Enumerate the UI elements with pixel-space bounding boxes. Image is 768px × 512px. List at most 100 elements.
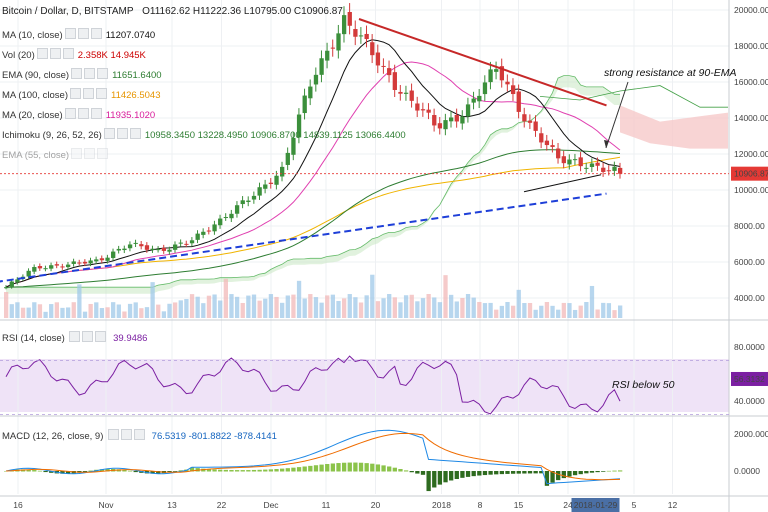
- macd-histogram-bar: [127, 470, 133, 472]
- symbol-title[interactable]: Bitcoin / Dollar, D, BITSTAMP: [2, 6, 134, 17]
- macd-legend-values: 76.5319 -801.8822 -878.4141: [151, 431, 277, 442]
- eye-icon[interactable]: [36, 48, 48, 59]
- indicator-legend-1[interactable]: Vol (20) 2.358K 14.945K: [2, 48, 146, 62]
- wedge-support-line: [523, 174, 602, 193]
- macd-histogram-bar: [234, 470, 240, 472]
- close-icon[interactable]: [62, 48, 74, 59]
- close-icon[interactable]: [96, 88, 107, 99]
- candle-body: [54, 264, 59, 266]
- eye-icon[interactable]: [108, 429, 120, 440]
- candle-body: [364, 33, 369, 40]
- candle-body: [375, 52, 381, 66]
- settings-icon[interactable]: [82, 331, 94, 342]
- eye-icon[interactable]: [71, 68, 83, 79]
- volume-bar: [578, 305, 583, 318]
- eye-icon[interactable]: [103, 128, 115, 139]
- volume-bar: [280, 302, 285, 318]
- candle-body: [556, 148, 561, 159]
- rsi-legend-value: 39.9486: [113, 333, 148, 344]
- macd-histogram-bar: [522, 471, 527, 474]
- volume-bar: [392, 297, 397, 318]
- macd-histogram-bar: [206, 469, 212, 472]
- settings-icon[interactable]: [49, 48, 61, 59]
- settings-icon[interactable]: [77, 108, 89, 119]
- volume-bar: [195, 296, 200, 318]
- indicator-name: Ichimoku (9, 26, 52, 26): [2, 130, 102, 141]
- close-icon[interactable]: [95, 331, 107, 342]
- eye-icon[interactable]: [69, 331, 81, 342]
- volume-bar: [341, 298, 347, 318]
- rsi-last-label: 56.3132: [734, 374, 765, 384]
- volume-bar: [398, 302, 403, 318]
- macd-legend-name: MACD (12, 26, close, 9): [2, 431, 104, 442]
- time-tick-label: 5: [632, 500, 637, 510]
- settings-icon[interactable]: [116, 128, 128, 139]
- price-tick-label: 4000.00: [734, 293, 765, 303]
- settings-icon[interactable]: [84, 68, 96, 79]
- macd-histogram-bar: [567, 471, 572, 477]
- rsi-band: [0, 359, 729, 412]
- candle-body: [122, 248, 127, 251]
- macd-histogram-bar: [420, 471, 426, 475]
- macd-legend[interactable]: MACD (12, 26, close, 9) 76.5319 -801.882…: [2, 429, 277, 443]
- volume-bar: [510, 305, 516, 318]
- candle-body: [251, 195, 257, 200]
- macd-histogram-bar: [313, 465, 319, 472]
- close-icon[interactable]: [97, 148, 109, 159]
- ma-10-line: [5, 39, 621, 288]
- macd-histogram-bar: [415, 471, 420, 474]
- macd-histogram-bar: [105, 468, 110, 472]
- indicator-legend-4[interactable]: MA (20, close) 11935.1020: [2, 108, 155, 122]
- candle-body: [561, 156, 566, 164]
- eye-icon[interactable]: [71, 148, 83, 159]
- settings-icon[interactable]: [84, 148, 96, 159]
- close-icon[interactable]: [90, 108, 102, 119]
- candle-body: [370, 42, 375, 56]
- volume-bar: [375, 301, 381, 318]
- volume-bar: [415, 301, 420, 318]
- volume-bar: [437, 302, 443, 318]
- volume-bar: [505, 302, 510, 318]
- candle-body: [510, 85, 516, 95]
- volume-bar: [370, 274, 375, 318]
- candle-body: [572, 159, 578, 161]
- close-icon[interactable]: [97, 68, 109, 79]
- candle-body: [420, 109, 426, 111]
- indicator-legend-5[interactable]: Ichimoku (9, 26, 52, 26) 10958.3450 13228…: [2, 128, 406, 142]
- time-tick-label: 16: [13, 500, 23, 510]
- indicator-legend-3[interactable]: MA (100, close) 11426.5043: [2, 88, 161, 102]
- indicator-legend-6[interactable]: EMA (55, close): [2, 148, 112, 162]
- macd-histogram-bar: [82, 471, 88, 472]
- volume-bar: [432, 297, 437, 318]
- macd-histogram-bar: [578, 471, 583, 475]
- settings-icon[interactable]: [83, 88, 94, 99]
- macd-histogram-bar: [347, 462, 352, 472]
- time-cursor-label: 2018-01-29: [574, 500, 618, 510]
- eye-icon[interactable]: [64, 108, 76, 119]
- close-icon[interactable]: [129, 128, 141, 139]
- settings-icon[interactable]: [77, 28, 89, 39]
- macd-histogram-bar: [65, 471, 71, 474]
- macd-histogram-bar: [494, 471, 499, 475]
- eye-icon[interactable]: [70, 88, 81, 99]
- eye-icon[interactable]: [64, 28, 76, 39]
- candle-body: [268, 182, 274, 184]
- close-icon[interactable]: [90, 28, 102, 39]
- candle-body: [178, 242, 183, 244]
- volume-bar: [218, 300, 223, 318]
- volume-bar: [161, 311, 167, 318]
- candle-body: [403, 92, 409, 94]
- rsi-legend[interactable]: RSI (14, close) 39.9486: [2, 331, 147, 345]
- indicator-legend-0[interactable]: MA (10, close) 11207.0740: [2, 28, 155, 42]
- candle-body: [460, 116, 465, 124]
- settings-icon[interactable]: [121, 429, 133, 440]
- close-icon[interactable]: [134, 429, 146, 440]
- indicator-legend-2[interactable]: EMA (90, close) 11651.6400: [2, 68, 162, 82]
- volume-bar: [144, 307, 150, 318]
- macd-histogram-bar: [358, 462, 364, 472]
- candle-body: [325, 50, 330, 61]
- volume-bar: [223, 278, 228, 318]
- volume-bar: [589, 285, 595, 318]
- volume-bar: [54, 302, 59, 318]
